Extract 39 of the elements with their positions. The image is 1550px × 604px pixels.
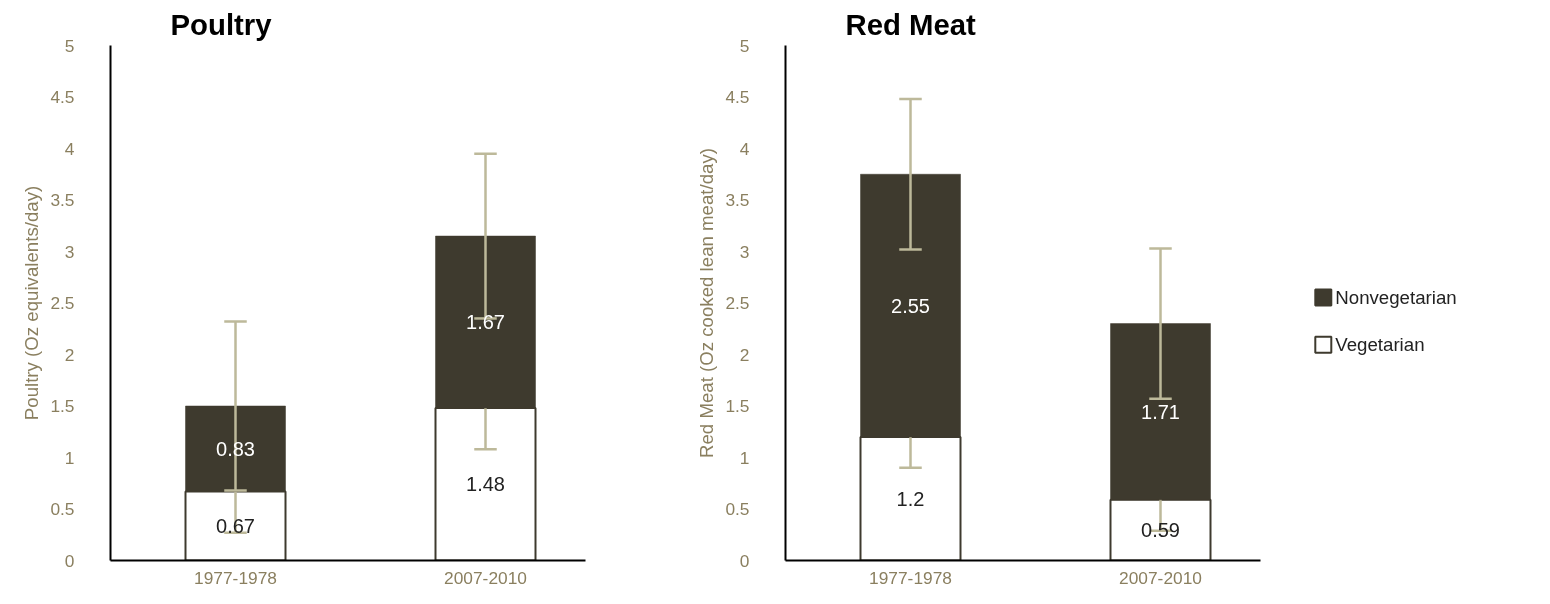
y-tick-label: 2.5 bbox=[50, 293, 75, 313]
y-axis-title: Poultry (Oz equivalents/day) bbox=[21, 185, 43, 421]
y-tick-label: 1.5 bbox=[725, 396, 750, 416]
x-tick-label: 2007-2010 bbox=[1119, 567, 1202, 588]
y-tick-label: 2.5 bbox=[725, 293, 750, 313]
x-tick-label: 1977-1978 bbox=[869, 567, 952, 588]
y-tick-label: 1 bbox=[64, 447, 75, 468]
y-tick-label: 5 bbox=[739, 35, 750, 56]
y-tick-label: 0 bbox=[739, 550, 750, 571]
x-tick-label: 1977-1978 bbox=[194, 567, 277, 588]
legend-label: Vegetarian bbox=[1335, 334, 1425, 356]
y-tick-label: 3 bbox=[739, 241, 750, 262]
y-tick-label: 3.5 bbox=[725, 190, 750, 210]
legend-label: Nonvegetarian bbox=[1335, 287, 1457, 308]
data-label: 1.67 bbox=[466, 311, 505, 334]
y-tick-label: 3.5 bbox=[50, 190, 75, 210]
y-tick-label: 2 bbox=[739, 344, 750, 365]
data-label: 1.2 bbox=[896, 487, 925, 510]
x-tick-label: 2007-2010 bbox=[444, 567, 527, 588]
y-tick-label: 0.5 bbox=[50, 499, 75, 519]
data-label: 0.67 bbox=[216, 514, 255, 537]
chart-title: Red Meat bbox=[845, 7, 977, 41]
y-tick-label: 3 bbox=[64, 241, 75, 262]
data-label: 1.71 bbox=[1141, 400, 1180, 423]
y-tick-label: 1.5 bbox=[50, 396, 75, 416]
y-axis-title: Red Meat (Oz cooked lean meat/day) bbox=[696, 147, 718, 459]
y-tick-label: 1 bbox=[739, 447, 750, 468]
y-tick-label: 2 bbox=[64, 344, 75, 365]
y-tick-label: 4 bbox=[64, 138, 75, 159]
y-tick-label: 0 bbox=[64, 550, 75, 571]
y-tick-label: 4.5 bbox=[725, 87, 750, 107]
y-tick-label: 4 bbox=[739, 138, 750, 159]
y-tick-label: 0.5 bbox=[725, 499, 750, 519]
y-tick-label: 5 bbox=[64, 35, 75, 56]
chart-title: Poultry bbox=[170, 7, 273, 41]
data-label: 0.59 bbox=[1141, 519, 1180, 542]
data-label: 1.48 bbox=[466, 473, 505, 496]
y-tick-label: 4.5 bbox=[50, 87, 75, 107]
data-label: 2.55 bbox=[891, 294, 930, 317]
